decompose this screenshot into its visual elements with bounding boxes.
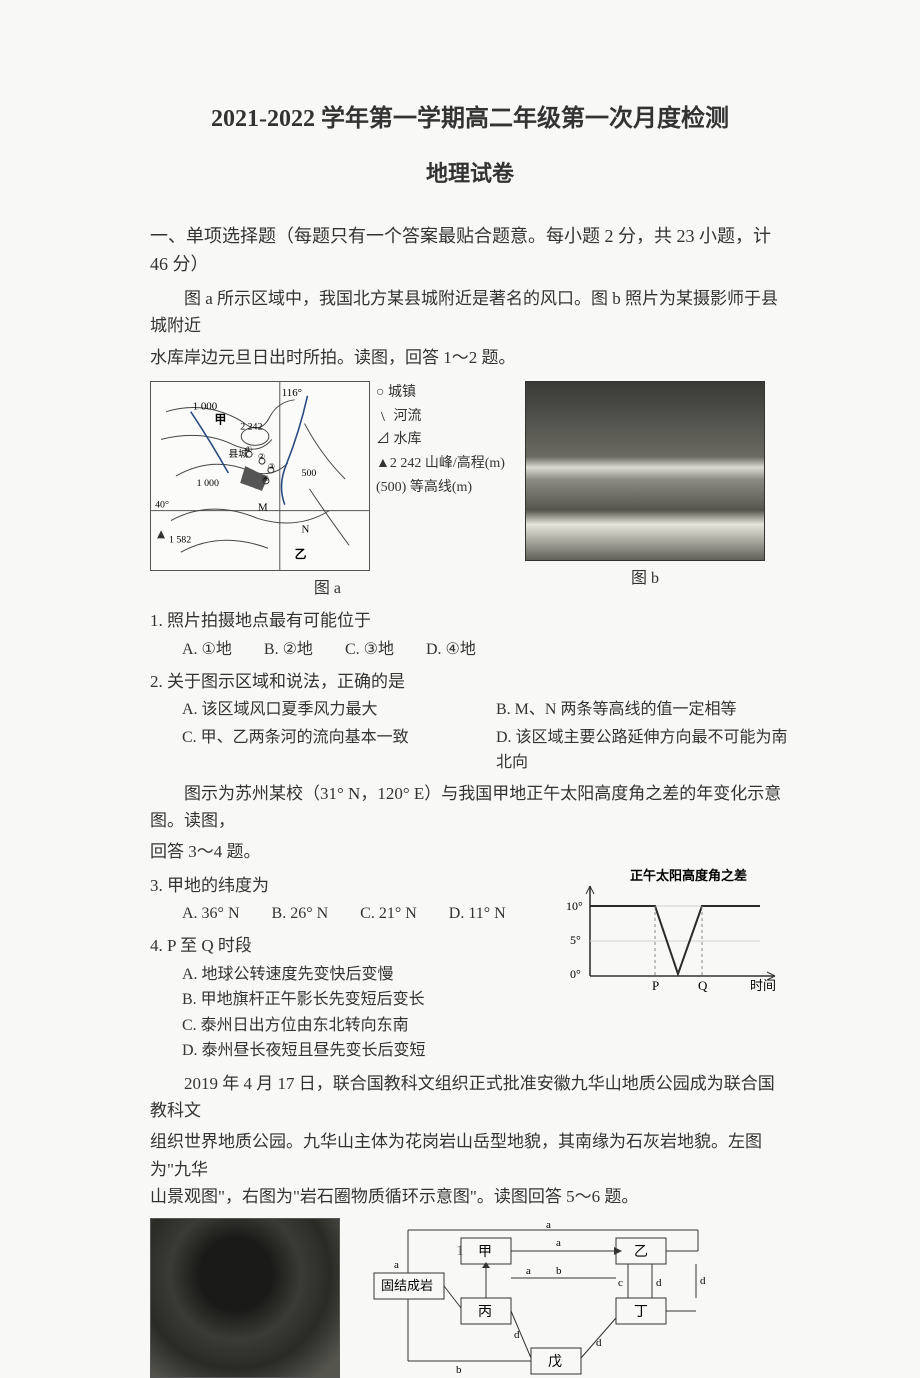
chart-ylabel: 正午太阳高度角之差 [630,868,747,883]
q1-opt-b: B. ②地 [264,637,313,663]
map-figure-a: 116° 40° 1 000 2 242 500 1 000 1 582 甲 [150,381,370,571]
exam-title-main: 2021-2022 学年第一学期高二年级第一次月度检测 [150,100,790,138]
q1-opt-c: C. ③地 [345,637,394,663]
question-3-stem: 3. 甲地的纬度为 [150,872,546,899]
intro-56-line3: 山景观图"，右图为"岩石圈物质循环示意图"。读图回答 5～6 题。 [150,1183,790,1210]
mountain-photo [150,1218,340,1378]
svg-text:④: ④ [262,474,269,483]
svg-text:丙: 丙 [478,1305,492,1320]
q3-opt-d: D. 11° N [449,901,506,927]
svg-text:500: 500 [302,468,317,479]
q3-opt-c: C. 21° N [360,901,417,927]
rock-figures-row: 甲 乙 丙 丁 戊 固结成岩 a a b c d d d b a a [150,1218,790,1378]
svg-text:d: d [514,1329,520,1341]
question-2-stem: 2. 关于图示区域和说法，正确的是 [150,668,790,695]
question-3-options: A. 36° N B. 26° N C. 21° N D. 11° N [182,901,546,927]
intro-56-line2: 组织世界地质公园。九华山主体为花岗岩山岳型地貌，其南缘为石灰岩地貌。左图为"九华 [150,1128,790,1182]
intro-56-line1: 2019 年 4 月 17 日，联合国教科文组织正式批准安徽九华山地质公园成为联… [150,1070,790,1124]
svg-text:乙: 乙 [634,1244,648,1260]
question-1-stem: 1. 照片拍摄地点最有可能位于 [150,607,790,634]
svg-text:a: a [546,1219,551,1231]
svg-text:2 242: 2 242 [240,421,262,432]
svg-text:a: a [526,1265,531,1277]
page-number: 1 [456,1239,464,1263]
figure-a-label: 图 a [150,576,505,602]
map-latitude: 40° [155,499,169,510]
svg-text:Q: Q [698,978,708,993]
exam-title-sub: 地理试卷 [150,156,790,191]
svg-text:b: b [456,1364,462,1376]
svg-text:P: P [652,978,659,993]
svg-text:固结成岩: 固结成岩 [381,1278,433,1293]
q2-opt-d: D. 该区域主要公路延伸方向最不可能为南北向 [496,725,790,776]
svg-text:d: d [596,1337,602,1349]
svg-text:①: ① [245,445,252,454]
noon-angle-chart: 正午太阳高度角之差 10° 5° 0° P Q 时间 [560,866,790,996]
legend-contour: (500) 等高线(m) [376,476,505,500]
svg-text:d: d [700,1275,706,1287]
svg-text:10°: 10° [566,899,583,913]
svg-text:1 582: 1 582 [169,534,191,545]
svg-text:0°: 0° [570,967,581,981]
svg-text:甲: 甲 [214,412,226,426]
intro-34-line2: 回答 3～4 题。 [150,838,790,865]
figure-b-photo [525,381,765,561]
figure-b-container: 图 b [525,381,765,592]
q4-opt-d: D. 泰州昼长夜短且昼先变长后变短 [182,1038,546,1064]
svg-text:1 000: 1 000 [193,400,218,412]
q4-opt-b: B. 甲地旗杆正午影长先变短后变长 [182,987,546,1013]
figure-a-legend: ○ 城镇 ﹨ 河流 ⊿ 水库 ▲2 242 山峰/高程(m) (500) 等高线… [376,381,505,500]
q3-opt-b: B. 26° N [272,901,329,927]
svg-text:③: ③ [268,462,275,471]
legend-town: ○ 城镇 [376,381,505,405]
q1-opt-a: A. ①地 [182,637,232,663]
section-1-heading: 一、单项选择题（每题只有一个答案最贴合题意。每小题 2 分，共 23 小题，计 … [150,222,790,280]
q2-opt-b: B. M、N 两条等高线的值一定相等 [496,697,790,723]
q2-opt-c: C. 甲、乙两条河的流向基本一致 [182,725,476,776]
q1-opt-d: D. ④地 [426,637,476,663]
legend-peak: ▲2 242 山峰/高程(m) [376,452,505,476]
legend-river: ﹨ 河流 [376,405,505,429]
question-4-stem: 4. P 至 Q 时段 [150,932,546,959]
q4-opt-a: A. 地球公转速度先变快后变慢 [182,962,546,988]
svg-text:丁: 丁 [634,1305,648,1320]
svg-text:②: ② [258,452,265,461]
question-2-options: A. 该区域风口夏季风力最大 B. M、N 两条等高线的值一定相等 C. 甲、乙… [182,697,790,776]
figure-ab-row: 116° 40° 1 000 2 242 500 1 000 1 582 甲 [150,381,790,602]
figure-a-container: 116° 40° 1 000 2 242 500 1 000 1 582 甲 [150,381,505,602]
svg-text:b: b [556,1265,562,1277]
svg-text:N: N [302,523,310,535]
svg-text:乙: 乙 [295,547,307,561]
map-longitude: 116° [282,387,302,399]
intro-1-line2: 水库岸边元旦日出时所拍。读图，回答 1～2 题。 [150,344,790,371]
svg-text:5°: 5° [570,933,581,947]
svg-text:a: a [394,1259,399,1271]
intro-34-line1: 图示为苏州某校（31° N，120° E）与我国甲地正午太阳高度角之差的年变化示… [150,780,790,834]
svg-text:M: M [258,501,268,513]
q2-opt-a: A. 该区域风口夏季风力最大 [182,697,476,723]
svg-text:1 000: 1 000 [197,478,219,489]
svg-text:时间: 时间 [750,978,776,993]
intro-1-line1: 图 a 所示区域中，我国北方某县城附近是著名的风口。图 b 照片为某摄影师于县城… [150,285,790,339]
question-4-options: A. 地球公转速度先变快后变慢 B. 甲地旗杆正午影长先变短后变长 C. 泰州日… [182,962,546,1064]
q34-block: 3. 甲地的纬度为 A. 36° N B. 26° N C. 21° N D. … [150,866,790,1064]
legend-reservoir: ⊿ 水库 [376,428,505,452]
svg-text:a: a [556,1237,561,1249]
figure-b-label: 图 b [525,566,765,592]
q3-opt-a: A. 36° N [182,901,240,927]
svg-text:戊: 戊 [548,1354,562,1370]
svg-text:甲: 甲 [478,1245,492,1260]
question-1-options: A. ①地 B. ②地 C. ③地 D. ④地 [182,637,790,663]
rock-cycle-diagram: 甲 乙 丙 丁 戊 固结成岩 a a b c d d d b a a [356,1218,736,1378]
q4-opt-c: C. 泰州日出方位由东北转向东南 [182,1013,546,1039]
